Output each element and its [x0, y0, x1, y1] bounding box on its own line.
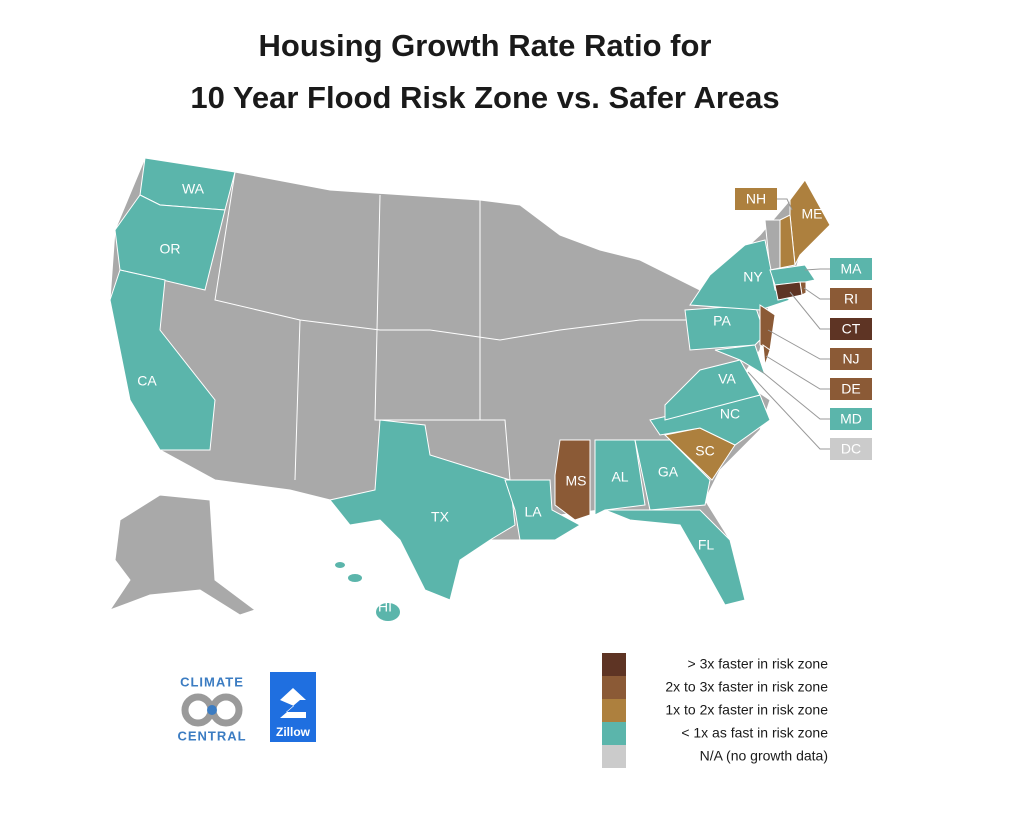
state-label: HI	[378, 599, 392, 615]
logo-mark	[280, 688, 306, 718]
state-shape	[789, 179, 831, 267]
logo-text: CENTRAL	[177, 728, 246, 743]
state-label: VA	[718, 371, 736, 387]
state-label: MS	[566, 473, 587, 489]
state-label: OR	[160, 241, 181, 257]
states: WA OR CA TX LA MS AL GA FL SC NC VA PA NY HI ME	[109, 157, 831, 621]
state-label: PA	[713, 313, 731, 329]
leader-line	[777, 198, 793, 211]
leader-line	[767, 329, 830, 360]
leader-line	[759, 369, 830, 420]
alaska	[108, 494, 257, 616]
leader-line	[747, 371, 830, 450]
legend-label: 1x to 2x faster in risk zone	[665, 702, 828, 718]
logo-text: CLIMATE	[180, 674, 244, 689]
callout-box	[830, 348, 872, 370]
state-shape	[594, 439, 646, 516]
state-shape	[769, 264, 816, 286]
state-shape	[554, 439, 591, 521]
state-label: WA	[182, 181, 205, 197]
title-line: 10 Year Flood Risk Zone vs. Safer Areas	[190, 80, 779, 115]
title-line: Housing Growth Rate Ratio for	[259, 28, 712, 63]
state-shape	[664, 359, 761, 421]
state-shape	[779, 214, 796, 269]
state-shape	[329, 419, 516, 601]
state-shape	[348, 574, 362, 582]
state-shape	[634, 439, 711, 511]
state-label: SC	[695, 443, 714, 459]
leader-line	[803, 287, 830, 300]
state-label: MD	[840, 411, 862, 427]
state-shape	[714, 344, 766, 377]
logo-text: Zillow	[276, 725, 311, 739]
state-label: TX	[431, 509, 450, 525]
state-borders	[214, 171, 690, 341]
state-label: DE	[841, 381, 860, 397]
legend: > 3x faster in risk zone 2x to 3x faster …	[602, 653, 828, 768]
state-label: RI	[844, 291, 858, 307]
legend-label: < 1x as fast in risk zone	[681, 725, 828, 741]
state-label: ME	[802, 206, 823, 222]
state-label: MA	[841, 261, 863, 277]
callout-box	[830, 378, 872, 400]
state-shape	[109, 269, 216, 451]
logo-dot	[207, 705, 217, 715]
zillow-logo: Zillow	[270, 672, 316, 742]
callout-box	[830, 318, 872, 340]
legend-swatch	[602, 722, 626, 745]
legend-label: > 3x faster in risk zone	[688, 656, 829, 672]
callout-box	[830, 288, 872, 310]
legend-label: 2x to 3x faster in risk zone	[665, 679, 828, 695]
state-label: GA	[658, 464, 679, 480]
callout-box	[735, 188, 777, 210]
state-label: CT	[842, 321, 861, 337]
legend-label: N/A (no growth data)	[700, 748, 828, 764]
state-borders	[374, 194, 511, 481]
legend-swatch	[602, 653, 626, 676]
climate-central-logo: CLIMATE CENTRAL	[177, 674, 246, 743]
legend-swatch	[602, 699, 626, 722]
state-shape	[114, 194, 226, 291]
callouts: NH MA RI CT NJ DE MD DC	[735, 188, 872, 460]
state-label: DC	[841, 441, 861, 457]
state-shape	[774, 281, 803, 301]
state-borders	[294, 319, 301, 481]
leader-line	[789, 291, 830, 330]
state-shape	[335, 562, 345, 568]
state-label: NY	[743, 269, 763, 285]
state-shape	[604, 509, 746, 606]
state-label: FL	[698, 537, 715, 553]
state-label: NH	[746, 191, 766, 207]
leader-line	[765, 355, 830, 390]
state-shape	[504, 479, 582, 541]
state-label: NJ	[842, 351, 859, 367]
state-shape	[376, 603, 400, 621]
leader-line	[804, 268, 830, 271]
callout-box	[830, 408, 872, 430]
state-shape	[759, 304, 776, 351]
legend-swatch	[602, 676, 626, 699]
callout-box	[830, 258, 872, 280]
legend-swatch	[602, 745, 626, 768]
state-label: CA	[137, 373, 157, 389]
state-label: AL	[611, 469, 628, 485]
logo-box	[270, 672, 316, 742]
state-label: NC	[720, 406, 740, 422]
state-label: LA	[524, 504, 542, 520]
callout-box	[830, 438, 872, 460]
